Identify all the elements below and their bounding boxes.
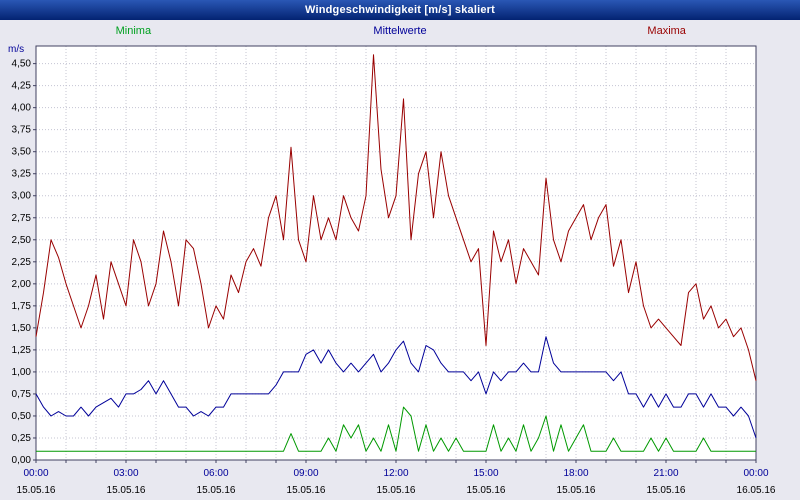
x-tick-time-label: 09:00 bbox=[293, 468, 318, 479]
y-tick-label: 1,00 bbox=[12, 367, 32, 378]
y-tick-label: 3,75 bbox=[12, 125, 32, 136]
x-tick-time-label: 21:00 bbox=[653, 468, 678, 479]
y-tick-label: 3,25 bbox=[12, 169, 32, 180]
y-tick-label: 2,75 bbox=[12, 213, 32, 224]
y-tick-label: 1,25 bbox=[12, 345, 32, 356]
y-tick-label: 3,50 bbox=[12, 147, 32, 158]
x-tick-time-label: 00:00 bbox=[23, 468, 48, 479]
x-tick-date-label: 15.05.16 bbox=[467, 485, 506, 496]
y-axis-unit-label: m/s bbox=[8, 44, 24, 55]
x-tick-date-label: 15.05.16 bbox=[107, 485, 146, 496]
legend-maxima: Maxima bbox=[647, 25, 686, 37]
y-tick-label: 0,75 bbox=[12, 389, 32, 400]
legend-mittelwerte: Mittelwerte bbox=[373, 25, 427, 37]
mittelwerte-line bbox=[35, 336, 757, 439]
y-tick-label: 3,00 bbox=[12, 191, 32, 202]
window-title: Windgeschwindigkeit [m/s] skaliert bbox=[304, 4, 496, 16]
x-tick-date-label: 15.05.16 bbox=[287, 485, 326, 496]
plot-frame bbox=[35, 45, 757, 461]
x-tick-time-label: 00:00 bbox=[743, 468, 768, 479]
legend-minima: Minima bbox=[115, 25, 152, 37]
y-tick-label: 1,50 bbox=[12, 323, 32, 334]
x-tick-time-label: 06:00 bbox=[203, 468, 228, 479]
y-tick-label: 4,25 bbox=[12, 81, 32, 92]
x-tick-date-label: 15.05.16 bbox=[377, 485, 416, 496]
x-tick-date-label: 15.05.16 bbox=[197, 485, 236, 496]
x-tick-time-label: 12:00 bbox=[383, 468, 408, 479]
x-tick-date-label: 15.05.16 bbox=[647, 485, 686, 496]
window-title-bar: Windgeschwindigkeit [m/s] skaliert bbox=[0, 0, 800, 20]
y-tick-label: 4,50 bbox=[12, 59, 32, 70]
x-tick-time-label: 03:00 bbox=[113, 468, 138, 479]
y-tick-label: 2,00 bbox=[12, 279, 32, 290]
y-tick-label: 0,50 bbox=[12, 411, 32, 422]
x-tick-date-label: 15.05.16 bbox=[557, 485, 596, 496]
y-tick-label: 0,00 bbox=[12, 455, 32, 466]
y-tick-label: 4,00 bbox=[12, 103, 32, 114]
minima-line bbox=[36, 406, 756, 452]
chart-legend: Minima Mittelwerte Maxima bbox=[0, 22, 800, 40]
y-tick-label: 0,25 bbox=[12, 433, 32, 444]
x-tick-date-label: 16.05.16 bbox=[737, 485, 776, 496]
maxima-line bbox=[35, 54, 757, 381]
y-tick-label: 2,50 bbox=[12, 235, 32, 246]
x-tick-date-label: 15.05.16 bbox=[17, 485, 56, 496]
y-tick-label: 2,25 bbox=[12, 257, 32, 268]
x-tick-time-label: 18:00 bbox=[563, 468, 588, 479]
y-tick-label: 1,75 bbox=[12, 301, 32, 312]
x-tick-time-label: 15:00 bbox=[473, 468, 498, 479]
wind-speed-chart: 0,00 0,25 0,50 0,75 1,00 1,25 1,50 1,75 2,00 2,25… bbox=[8, 44, 776, 496]
